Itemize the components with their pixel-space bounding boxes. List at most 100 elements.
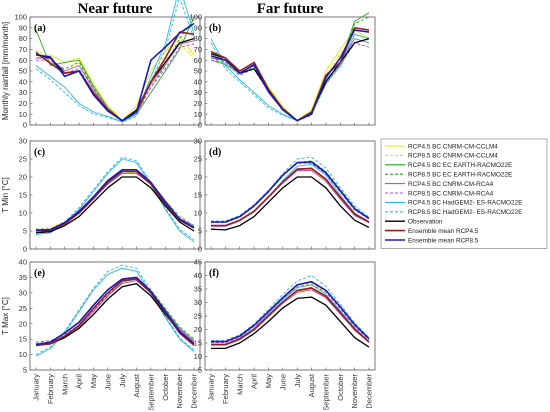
series-line-rcp85_hadgem [211, 275, 370, 341]
y-tick-label: 40 [194, 77, 202, 86]
y-tick-label: 40 [19, 77, 27, 86]
series-line-ens85 [35, 276, 195, 346]
series-line-ens85 [211, 280, 370, 343]
x-tick-label: January [32, 374, 41, 401]
y-tick-label: 30 [19, 288, 27, 297]
plot-frame [29, 261, 201, 371]
series-line-rcp85_hadgem [211, 156, 370, 222]
series-line-ens85 [211, 161, 370, 223]
y-tick-label: 0 [23, 245, 27, 254]
series-line-ens85 [35, 169, 195, 232]
series-line-rcp85_hadgem [35, 156, 195, 241]
series-line-ens45 [35, 278, 195, 347]
y-tick-label: 20 [194, 173, 202, 182]
y-tick-label: 20 [19, 99, 27, 108]
x-tick-label: December [365, 374, 374, 409]
panel-label: (b) [209, 23, 221, 34]
series-line-rcp45_hadgem [35, 267, 195, 357]
y-axis-label: Monthly rainfall [mm/month] [1, 22, 10, 120]
y-tick-label: 20 [194, 325, 202, 334]
y-tick-label: 100 [14, 13, 27, 22]
series-line-rcp85_racmo [35, 18, 195, 122]
panel-e: 5 10 15 20 25 30 35 40 January February March April… [1, 258, 201, 411]
plot-frame [29, 16, 201, 126]
series-line-rcp85_hadgem [210, 38, 370, 122]
column-title-far-future: Far future [257, 1, 324, 17]
series-line-observation [210, 176, 370, 231]
x-tick-label: April [75, 374, 84, 389]
panel-c: 0 5 10 15 20 25 30 T Min [°C] (c) [1, 137, 201, 254]
y-tick-label: 100 [189, 13, 202, 22]
y-tick-label: 25 [194, 155, 202, 164]
y-tick-label: 15 [19, 335, 27, 344]
y-tick-label: 80 [194, 34, 202, 43]
series-line-observation [211, 296, 370, 350]
y-tick-label: 35 [19, 273, 27, 282]
panel-label: (c) [34, 147, 45, 158]
y-tick-label: 5 [23, 366, 27, 375]
y-tick-label: 30 [194, 137, 202, 146]
x-tick-label: May [264, 374, 273, 388]
plot-frame [29, 140, 201, 250]
legend-label-rcp85_cclm4: RCP8.5 BC CNRM-CM-CCLM4 [408, 153, 498, 160]
x-tick-label: October [161, 374, 170, 401]
y-tick-label: 0 [23, 121, 27, 130]
legend-label-ens85: Ensemble mean RCP8.5 [408, 237, 479, 244]
y-tick-label: 15 [194, 191, 202, 200]
series-line-ens45 [211, 167, 370, 227]
y-tick-label: 30 [194, 88, 202, 97]
y-tick-label: 40 [194, 271, 202, 280]
y-tick-label: 10 [194, 110, 202, 119]
x-tick-label: February [46, 374, 55, 404]
y-tick-label: 50 [194, 67, 202, 76]
x-tick-label: April [250, 374, 259, 389]
y-tick-label: 30 [19, 137, 27, 146]
series-line-ens45 [35, 170, 195, 232]
y-axis-label: T Min [°C] [1, 177, 10, 213]
y-tick-label: 10 [194, 352, 202, 361]
x-tick-label: July [118, 374, 127, 388]
legend-label-rcp85_racmo: RCP8.5 BC EC EARTH-RACMO22E [408, 172, 512, 179]
y-tick-label: 70 [194, 45, 202, 54]
x-tick-label: November [350, 374, 359, 409]
y-tick-label: 40 [19, 258, 27, 267]
legend-box [380, 138, 548, 249]
x-tick-label: October [336, 374, 345, 401]
series-line-rcp45_hadgem [35, 0, 195, 123]
legend-label-rcp45_rca4: RCP4.5 BC CNRM-CM-RCA4 [408, 181, 494, 188]
series-line-rcp45_cclm4 [35, 35, 195, 122]
y-tick-label: 35 [194, 285, 202, 294]
y-tick-label: 0 [198, 121, 202, 130]
y-tick-label: 5 [198, 366, 202, 375]
x-tick-label: March [60, 374, 69, 395]
y-tick-label: 25 [19, 155, 27, 164]
y-tick-label: 25 [194, 312, 202, 321]
legend-label-observation: Observation [408, 219, 443, 226]
series-line-rcp45_rca4 [211, 289, 370, 346]
panel-label: (a) [34, 23, 46, 34]
y-tick-label: 30 [194, 298, 202, 307]
y-tick-label: 10 [19, 110, 27, 119]
x-tick-label: August [307, 373, 316, 397]
panel-label: (f) [209, 268, 219, 279]
y-tick-label: 80 [19, 34, 27, 43]
legend-label-rcp85_hadgem: RCP8.5 BC HadGEM2- ES-RACMO22E [408, 209, 522, 216]
legend-label-rcp85_rca4: RCP8.5 BC CNRM-CM-RCA4 [408, 190, 494, 197]
y-tick-label: 0 [198, 245, 202, 254]
y-tick-label: 20 [19, 173, 27, 182]
y-axis-label: T Max [°C] [1, 297, 10, 335]
y-tick-label: 20 [194, 99, 202, 108]
column-title-near-future: Near future [78, 1, 153, 17]
y-tick-label: 30 [19, 88, 27, 97]
plot-frame [204, 261, 376, 371]
y-tick-label: 5 [198, 227, 202, 236]
x-tick-label: June [278, 374, 287, 390]
legend: RCP4.5 BC CNRM-CM-CCLM4 RCP8.5 BC CNRM-CM… [380, 138, 548, 249]
series-line-ens85 [35, 22, 195, 122]
series-line-rcp85_hadgem [35, 264, 195, 355]
x-tick-label: November [175, 374, 184, 409]
x-tick-label: December [190, 374, 199, 409]
